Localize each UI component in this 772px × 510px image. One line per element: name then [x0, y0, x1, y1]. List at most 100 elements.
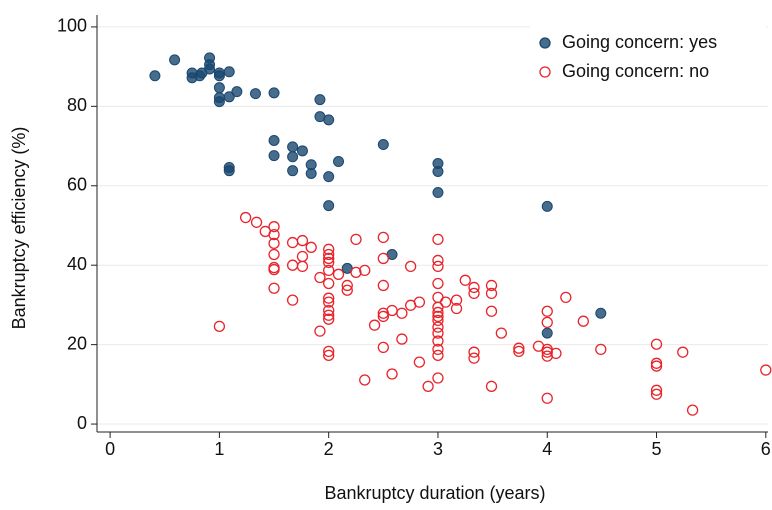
- point: [541, 346, 553, 358]
- point: [377, 341, 389, 354]
- point: [287, 151, 299, 163]
- point: [513, 345, 525, 358]
- point: [314, 94, 326, 106]
- point: [432, 165, 444, 177]
- point: [368, 319, 381, 331]
- point: [268, 237, 280, 250]
- point: [432, 314, 444, 327]
- point: [286, 294, 299, 306]
- legend-marker: [539, 37, 551, 49]
- point: [223, 91, 235, 103]
- point: [432, 277, 444, 290]
- point: [485, 380, 498, 392]
- point: [550, 347, 562, 360]
- y-tick-label: 0: [77, 413, 87, 433]
- x-tick-label: 6: [761, 439, 771, 459]
- y-tick-label: 100: [57, 16, 87, 36]
- point: [323, 309, 335, 321]
- point: [323, 264, 335, 277]
- y-tick-label: 80: [67, 95, 87, 115]
- point: [450, 294, 463, 306]
- point: [432, 321, 444, 333]
- point: [432, 260, 444, 273]
- point: [323, 277, 335, 290]
- point: [413, 296, 426, 308]
- point: [468, 346, 480, 358]
- point: [341, 279, 353, 292]
- point: [677, 346, 689, 358]
- point: [577, 315, 589, 327]
- point: [323, 114, 335, 126]
- point: [314, 325, 326, 337]
- point: [432, 327, 444, 339]
- point: [213, 320, 226, 333]
- point: [323, 248, 335, 261]
- point: [223, 66, 235, 78]
- point: [432, 187, 444, 199]
- point: [359, 264, 371, 277]
- point: [333, 156, 345, 168]
- point: [541, 392, 553, 404]
- point: [377, 231, 389, 244]
- point: [305, 241, 317, 253]
- x-axis-title: Bankruptcy duration (years): [324, 483, 545, 503]
- y-tick-label: 60: [67, 175, 87, 195]
- point: [459, 274, 471, 286]
- point: [541, 327, 553, 339]
- legend-label: Going concern: no: [562, 61, 709, 81]
- point: [332, 268, 345, 280]
- series: [213, 211, 772, 416]
- point: [650, 357, 663, 369]
- point: [560, 291, 572, 304]
- point: [450, 302, 463, 315]
- point: [541, 200, 553, 212]
- point: [250, 216, 263, 228]
- point: [268, 282, 280, 294]
- x-tick-label: 1: [214, 439, 224, 459]
- point: [268, 150, 280, 162]
- point: [432, 372, 444, 384]
- point: [323, 256, 335, 269]
- point: [268, 134, 280, 146]
- point: [432, 291, 444, 304]
- point: [323, 200, 335, 212]
- point: [595, 307, 607, 319]
- y-tick-label: 40: [67, 254, 87, 274]
- point: [650, 338, 663, 350]
- point: [432, 306, 444, 319]
- point: [650, 388, 663, 400]
- point: [386, 304, 398, 317]
- point: [377, 138, 389, 150]
- point: [268, 221, 280, 233]
- point: [396, 307, 408, 319]
- point: [485, 279, 498, 292]
- point: [296, 260, 309, 273]
- point: [422, 380, 434, 392]
- point: [432, 343, 444, 356]
- point: [468, 281, 480, 294]
- legend-marker: [539, 66, 551, 78]
- legend: Going concern: yes Going concern: no: [530, 19, 766, 97]
- point: [323, 304, 335, 317]
- point: [359, 374, 371, 386]
- point: [314, 271, 326, 284]
- point: [287, 165, 299, 177]
- point: [323, 243, 335, 255]
- point: [296, 250, 309, 263]
- point: [468, 287, 480, 300]
- x-tick-label: 4: [542, 439, 552, 459]
- y-axis-title: Bankruptcy efficiency (%): [9, 127, 29, 330]
- point: [485, 305, 498, 317]
- point: [468, 352, 480, 364]
- point: [541, 305, 553, 317]
- point: [485, 287, 498, 300]
- point: [231, 86, 243, 98]
- point: [650, 360, 663, 372]
- point: [377, 252, 389, 265]
- point: [377, 279, 389, 292]
- point: [495, 327, 507, 339]
- point: [650, 384, 663, 396]
- point: [169, 54, 181, 66]
- point: [432, 233, 444, 246]
